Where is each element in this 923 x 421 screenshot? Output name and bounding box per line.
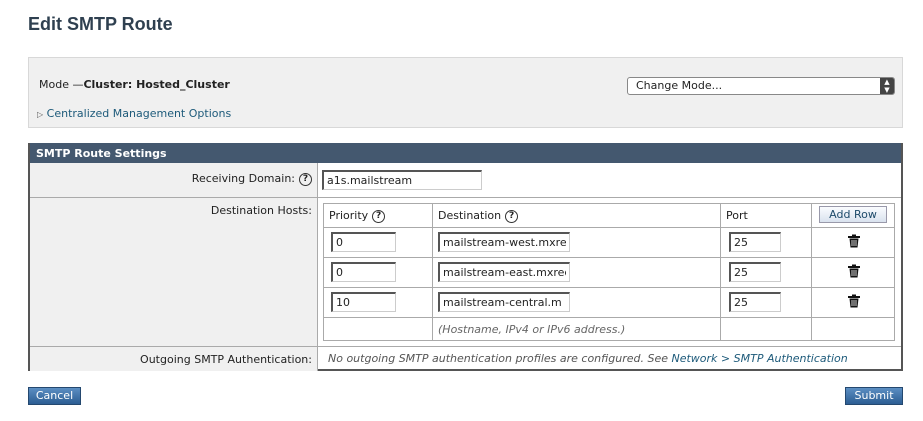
cancel-button[interactable]: Cancel xyxy=(28,387,81,405)
destination-hosts-table: Priority? Destination? Port (Hostname, I… xyxy=(323,203,895,341)
port-header: Port xyxy=(721,204,812,228)
divider xyxy=(30,346,901,347)
help-icon[interactable]: ? xyxy=(505,209,519,223)
destination-input[interactable] xyxy=(438,232,570,252)
smtp-authentication-link[interactable]: Network > SMTP Authentication xyxy=(671,352,848,365)
receiving-domain-label: Receiving Domain:? xyxy=(30,163,318,197)
help-icon[interactable]: ? xyxy=(372,209,386,223)
page-title: Edit SMTP Route xyxy=(28,14,173,34)
priority-input[interactable] xyxy=(331,262,396,282)
add-row-cell xyxy=(812,204,895,228)
mode-text: Mode —Cluster: Hosted_Cluster xyxy=(39,78,230,91)
priority-input[interactable] xyxy=(331,292,396,312)
divider xyxy=(317,163,318,371)
select-arrows-icon: ▲ ▼ xyxy=(880,78,894,94)
port-input[interactable] xyxy=(729,262,781,282)
outgoing-auth-label: Outgoing SMTP Authentication: xyxy=(30,346,318,371)
help-icon[interactable]: ? xyxy=(299,172,312,186)
centralized-options-link[interactable]: Centralized Management Options xyxy=(46,107,232,120)
destination-hosts-label: Destination Hosts: xyxy=(30,197,318,346)
destination-input[interactable] xyxy=(438,262,570,282)
destination-hint: (Hostname, IPv4 or IPv6 address.) xyxy=(433,318,721,341)
receiving-domain-input[interactable] xyxy=(322,170,482,190)
priority-header: Priority? xyxy=(324,204,433,228)
trash-icon[interactable] xyxy=(847,234,861,248)
port-input[interactable] xyxy=(729,292,781,312)
outgoing-auth-text: No outgoing SMTP authentication profiles… xyxy=(328,352,848,365)
change-mode-select[interactable]: Change Mode... ▲ ▼ xyxy=(627,77,895,95)
triangle-right-icon: ▷ xyxy=(37,110,44,119)
divider xyxy=(30,197,901,198)
port-input[interactable] xyxy=(729,232,781,252)
panel-header: SMTP Route Settings xyxy=(30,143,901,163)
mode-value: Cluster: Hosted_Cluster xyxy=(83,78,230,91)
centralized-options-toggle[interactable]: ▷ Centralized Management Options xyxy=(37,107,231,120)
add-row-button[interactable]: Add Row xyxy=(819,206,887,223)
priority-input[interactable] xyxy=(331,232,396,252)
trash-icon[interactable] xyxy=(847,294,861,308)
destination-header: Destination? xyxy=(433,204,721,228)
trash-icon[interactable] xyxy=(847,264,861,278)
submit-button[interactable]: Submit xyxy=(845,387,903,405)
destination-input[interactable] xyxy=(438,292,570,312)
